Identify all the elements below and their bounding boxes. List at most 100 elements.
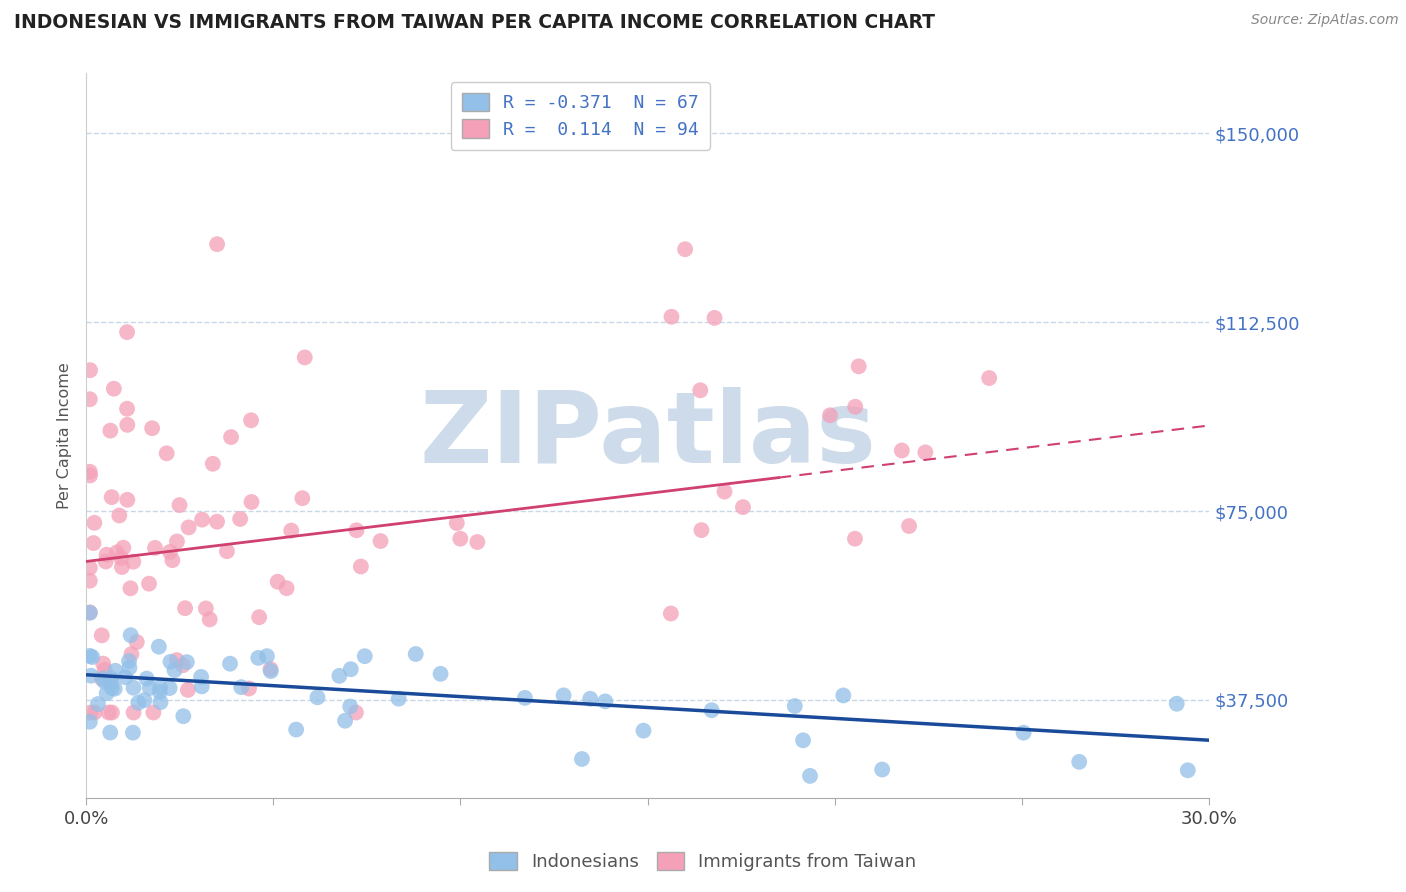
Point [97,706,120,720]
Point [177,520,200,534]
Point [328,669,350,683]
Point [190,670,212,684]
Point [166,534,188,549]
Point [449,532,471,546]
Point [280,524,302,538]
Point [79,606,101,620]
Point [79,706,101,720]
Point [122,706,145,720]
Legend: Indonesians, Immigrants from Taiwan: Indonesians, Immigrants from Taiwan [482,846,924,879]
Point [307,690,329,705]
Point [94,554,117,568]
Point [198,612,221,626]
Point [174,601,197,615]
Point [340,662,363,676]
Point [104,664,127,678]
Point [633,723,655,738]
Point [172,709,194,723]
Point [104,681,127,696]
Point [247,610,270,624]
Point [135,672,157,686]
Point [138,576,160,591]
Point [120,582,142,596]
Point [553,689,575,703]
Point [98,725,121,739]
Point [832,689,855,703]
Point [260,664,283,678]
Point [82,536,104,550]
Point [898,519,921,533]
Point [79,561,101,575]
Point [191,513,214,527]
Point [240,495,263,509]
Point [79,363,101,377]
Point [914,445,936,459]
Point [125,635,148,649]
Point [713,484,735,499]
Point [120,647,142,661]
Text: INDONESIAN VS IMMIGRANTS FROM TAIWAN PER CAPITA INCOME CORRELATION CHART: INDONESIAN VS IMMIGRANTS FROM TAIWAN PER… [14,13,935,32]
Point [90,672,112,686]
Point [291,491,314,506]
Point [194,601,217,615]
Point [177,682,200,697]
Point [91,657,114,671]
Point [101,681,124,695]
Point [844,400,866,414]
Point [176,655,198,669]
Point [190,679,212,693]
Point [118,654,141,668]
Point [792,733,814,747]
Point [163,663,186,677]
Point [93,674,115,689]
Point [149,685,172,699]
Point [79,574,101,588]
Point [205,237,228,252]
Point [127,696,149,710]
Point [149,695,172,709]
Point [79,392,101,407]
Point [259,662,281,676]
Point [110,551,132,566]
Point [82,650,104,665]
Point [219,430,242,444]
Point [138,681,160,695]
Point [115,401,138,416]
Point [1177,764,1199,778]
Point [844,532,866,546]
Legend: R = -0.371  N = 67, R =  0.114  N = 94: R = -0.371 N = 67, R = 0.114 N = 94 [451,82,710,150]
Point [353,649,375,664]
Point [276,581,298,595]
Point [159,681,181,695]
Point [79,714,101,729]
Point [117,417,139,432]
Point [783,698,806,713]
Point [979,371,1001,385]
Point [141,421,163,435]
Point [117,492,139,507]
Point [111,560,134,574]
Point [142,706,165,720]
Point [100,676,122,690]
Point [101,706,124,720]
Point [118,661,141,675]
Point [96,548,118,562]
Point [703,310,725,325]
Point [91,672,114,686]
Point [112,541,135,555]
Point [690,523,713,537]
Point [79,465,101,479]
Point [115,325,138,339]
Point [143,541,166,555]
Point [159,655,181,669]
Point [79,648,101,663]
Point [370,534,392,549]
Point [79,606,101,620]
Point [294,351,316,365]
Point [120,628,142,642]
Point [83,516,105,530]
Point [83,706,105,720]
Point [346,523,368,537]
Point [159,545,181,559]
Point [215,544,238,558]
